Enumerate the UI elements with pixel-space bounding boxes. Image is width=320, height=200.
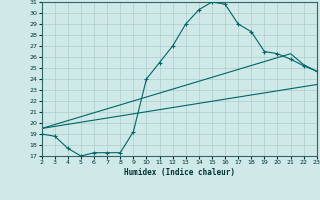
X-axis label: Humidex (Indice chaleur): Humidex (Indice chaleur) [124, 168, 235, 177]
